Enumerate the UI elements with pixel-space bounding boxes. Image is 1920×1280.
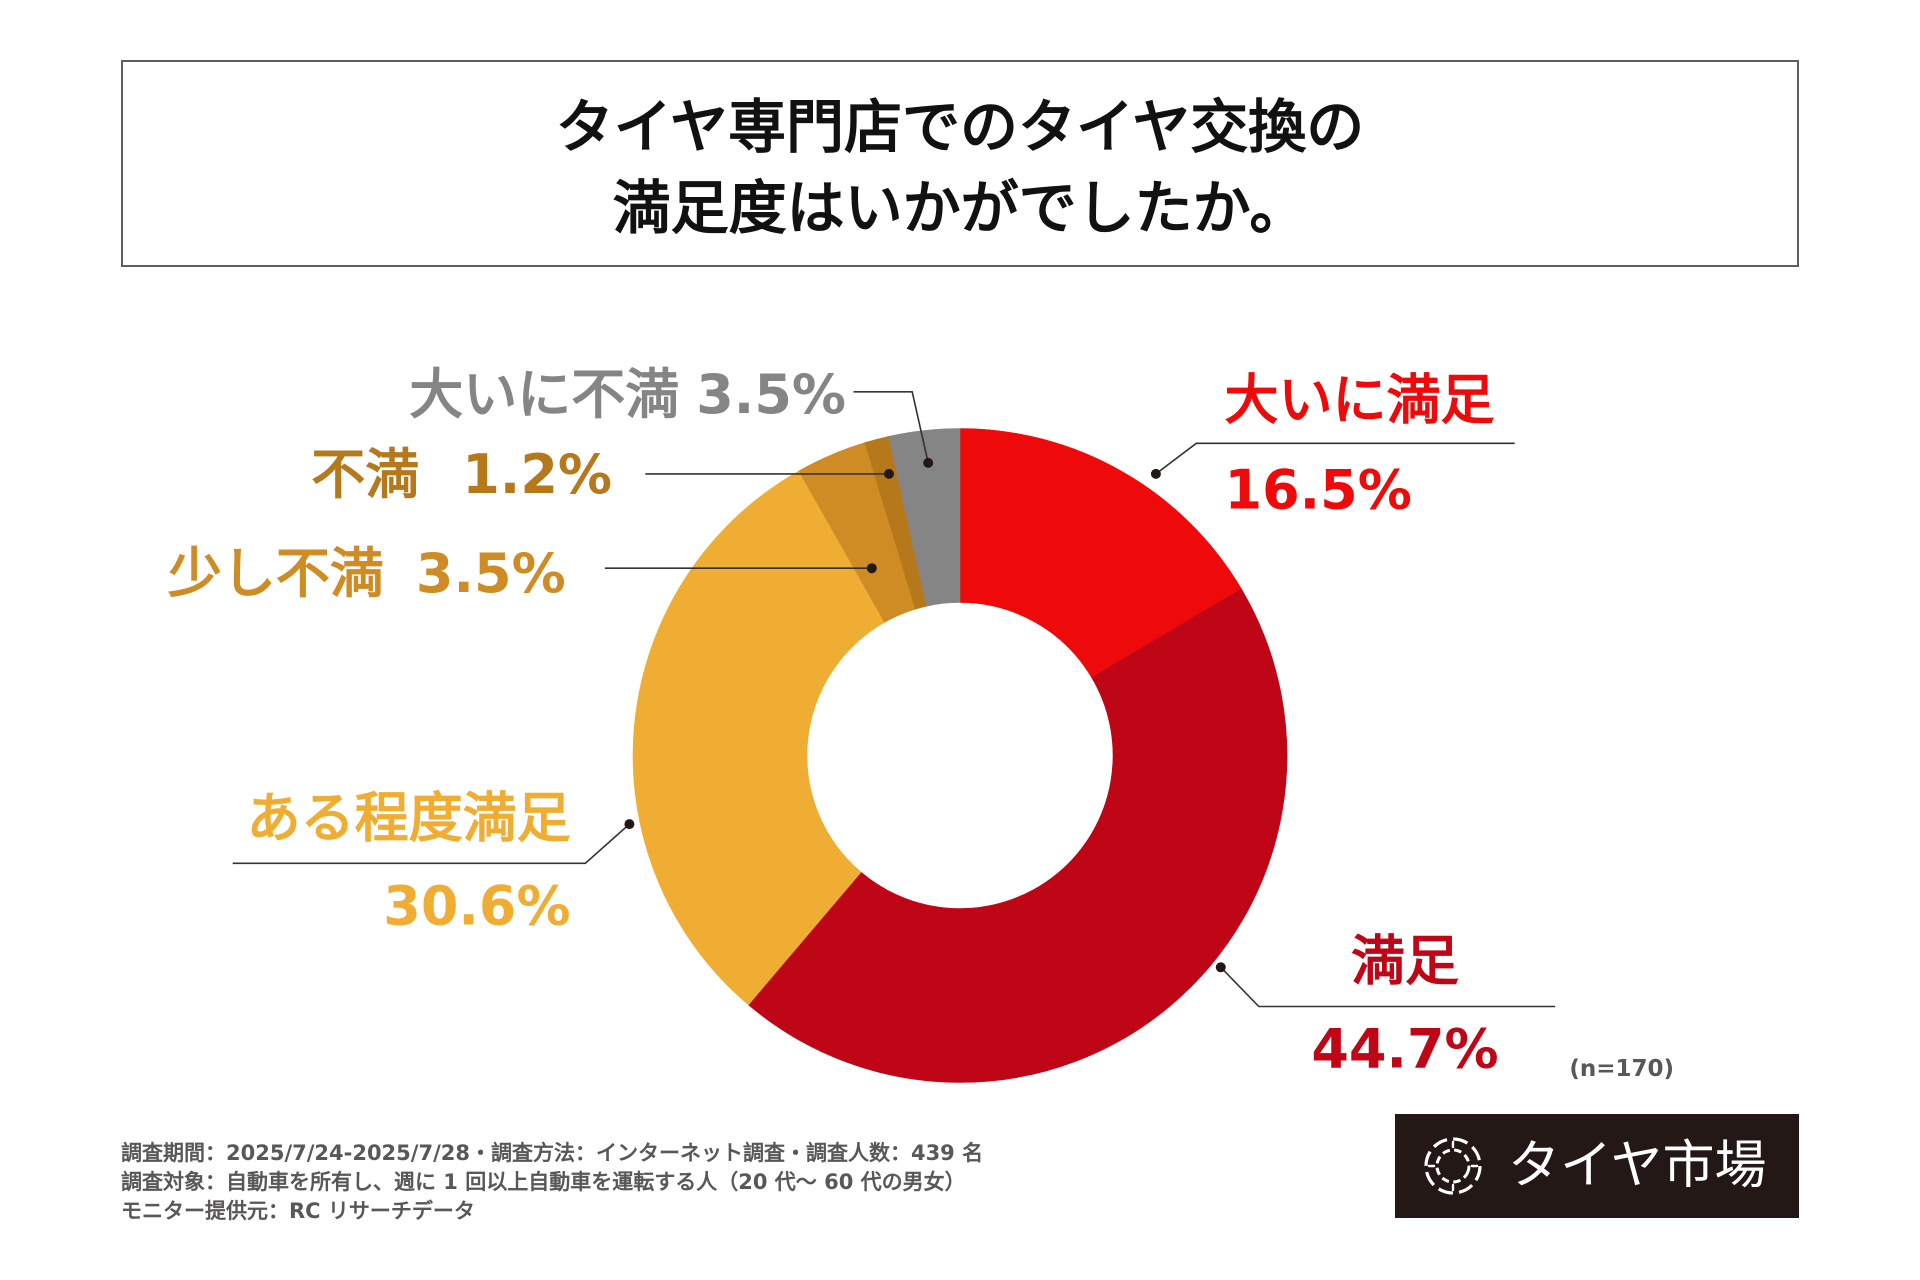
chart-title-box: タイヤ専門店でのタイヤ交換の 満足度はいかがでしたか。	[121, 60, 1799, 267]
category-label-very-satisfied: 大いに満足	[1225, 369, 1495, 432]
leader-dot-somewhat-satisfied	[624, 819, 635, 830]
value-label-slightly-dissatisfied: 3.5%	[416, 542, 566, 605]
slice-labels: 大いに満足 16.5% 満足 44.7% ある程度満足 30.6% 少し不満 3.…	[168, 363, 1499, 1081]
leader-dot-very-dissatisfied	[923, 457, 934, 468]
leader-dot-dissatisfied	[884, 468, 894, 479]
label-dissatisfied: 不満 1.2%	[311, 443, 612, 506]
survey-notes: 調査期間：2025/7/24-2025/7/28・調査方法：インターネット調査・…	[121, 1139, 983, 1226]
category-label-very-dissatisfied: 大いに不満	[409, 363, 679, 426]
donut-slices	[632, 428, 1288, 1083]
category-label-slightly-dissatisfied: 少し不満	[168, 542, 384, 605]
chart-title-line-1: タイヤ専門店でのタイヤ交換の	[555, 92, 1365, 161]
value-label-very-dissatisfied: 3.5%	[696, 363, 846, 426]
donut-slice-very-satisfied	[959, 428, 1242, 679]
value-label-somewhat-satisfied: 30.6%	[383, 875, 570, 938]
donut-slice-very-dissatisfied	[888, 428, 961, 607]
leader-dot-slightly-dissatisfied	[866, 563, 877, 574]
chart-title-line-2: 満足度はいかがでしたか。	[612, 173, 1308, 242]
label-slightly-dissatisfied: 少し不満 3.5%	[168, 542, 566, 605]
value-label-very-satisfied: 16.5%	[1225, 459, 1412, 522]
sample-size-label: (n=170)	[1569, 1056, 1674, 1082]
value-label-satisfied: 44.7%	[1311, 1018, 1498, 1081]
category-label-dissatisfied: 不満	[311, 443, 419, 506]
label-very-dissatisfied: 大いに不満 3.5%	[409, 363, 846, 426]
leader-dot-satisfied	[1215, 962, 1226, 973]
value-label-dissatisfied: 1.2%	[462, 443, 612, 506]
survey-note-provider: モニター提供元：RC リサーチデータ	[121, 1199, 475, 1223]
survey-note-target: 調査対象：自動車を所有し、週に 1 回以上自動車を運転する人（20 代～ 60 …	[121, 1170, 966, 1194]
tire-logo-icon	[1424, 1137, 1482, 1195]
leader-dots	[624, 457, 1226, 973]
leader-lines	[232, 390, 1556, 1008]
category-label-somewhat-satisfied: ある程度満足	[247, 787, 571, 850]
leader-line-satisfied	[1220, 966, 1556, 1008]
donut-slice-somewhat-satisfied	[632, 470, 886, 1006]
leader-line-very-dissatisfied	[853, 390, 929, 464]
leader-line-very-satisfied	[1155, 442, 1515, 475]
category-label-satisfied: 満足	[1351, 930, 1459, 993]
donut-slice-satisfied	[747, 588, 1288, 1083]
leader-line-somewhat-satisfied	[232, 823, 630, 865]
brand-logo: タイヤ市場	[1395, 1114, 1799, 1218]
leader-dot-very-satisfied	[1150, 468, 1161, 479]
survey-note-period: 調査期間：2025/7/24-2025/7/28・調査方法：インターネット調査・…	[121, 1141, 984, 1165]
brand-logo-text: タイヤ市場	[1508, 1136, 1767, 1196]
